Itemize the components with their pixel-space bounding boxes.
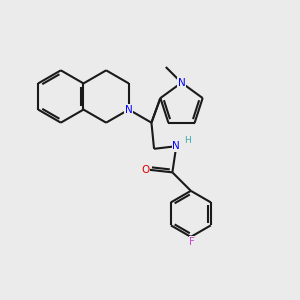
Text: N: N bbox=[125, 105, 133, 115]
Text: H: H bbox=[184, 136, 191, 145]
Text: F: F bbox=[189, 237, 195, 247]
Text: N: N bbox=[178, 78, 185, 88]
Text: O: O bbox=[141, 165, 149, 175]
Text: N: N bbox=[172, 141, 180, 151]
